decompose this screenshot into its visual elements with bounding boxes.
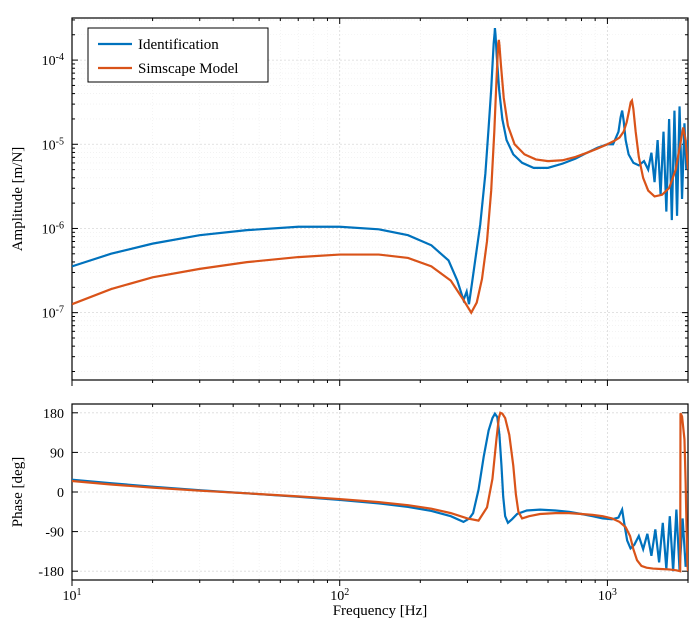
ylabel: Phase [deg] [10,457,26,527]
ylabel: Amplitude [m/N] [10,147,26,252]
bode-plot: 10-710-610-510-4Amplitude [m/N]-180-9009… [0,0,700,621]
xlabel: Frequency [Hz] [333,603,428,619]
legend-label-ident: Identification [138,37,219,53]
legend-label-sim: Simscape Model [138,61,238,77]
yticklabel: 180 [43,407,64,422]
yticklabel: 90 [50,446,64,461]
legend: Identification Simscape Model [88,28,268,82]
yticklabel: -180 [38,565,64,580]
yticklabel: -90 [45,526,64,541]
yticklabel: 0 [57,486,64,501]
